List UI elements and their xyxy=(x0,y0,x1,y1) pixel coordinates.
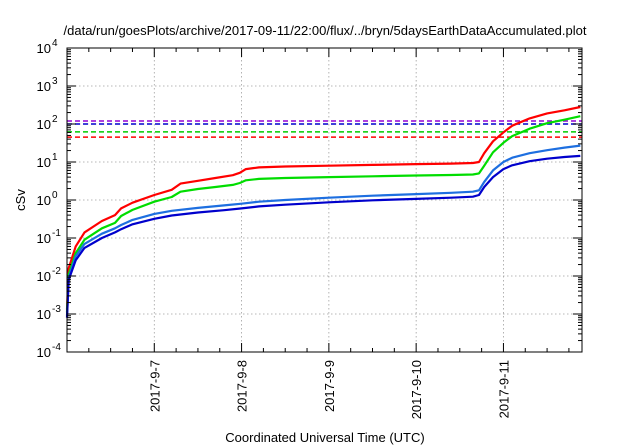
series-lines xyxy=(65,105,581,318)
series-line xyxy=(65,154,581,318)
y-tick-label: 101 xyxy=(37,152,58,170)
x-axis-label: Coordinated Universal Time (UTC) xyxy=(225,430,424,445)
series-line xyxy=(65,144,581,316)
series-line xyxy=(65,105,581,310)
x-tick-label: 2017-9-8 xyxy=(235,360,250,412)
x-tick-label: 2017-9-9 xyxy=(322,360,337,412)
y-tick-label: 102 xyxy=(37,114,58,132)
y-tick-label: 104 xyxy=(37,38,58,56)
y-tick-label: 10-1 xyxy=(37,228,62,246)
grid-lines xyxy=(67,48,582,352)
chart-title: /data/run/goesPlots/archive/2017-09-11/2… xyxy=(64,23,587,38)
threshold-lines xyxy=(67,120,582,138)
y-tick-labels: 10-4 10-3 10-2 10-1 100 101 102 103 104 xyxy=(37,38,62,360)
y-tick-label: 10-4 xyxy=(37,342,62,360)
y-tick-label: 100 xyxy=(37,190,58,208)
x-tick-label: 2017-9-7 xyxy=(147,360,162,412)
x-tick-labels: 2017-9-7 2017-9-8 2017-9-9 2017-9-10 2017-9-… xyxy=(147,360,511,419)
y-tick-label: 103 xyxy=(37,76,58,94)
series-line xyxy=(65,115,581,313)
y-tick-label: 10-3 xyxy=(37,304,62,322)
x-tick-label: 2017-9-11 xyxy=(496,360,511,418)
y-tick-label: 10-2 xyxy=(37,266,62,284)
axis-ticks xyxy=(67,47,582,353)
x-tick-label: 2017-9-10 xyxy=(409,360,424,419)
y-axis-label: cSv xyxy=(13,189,28,211)
